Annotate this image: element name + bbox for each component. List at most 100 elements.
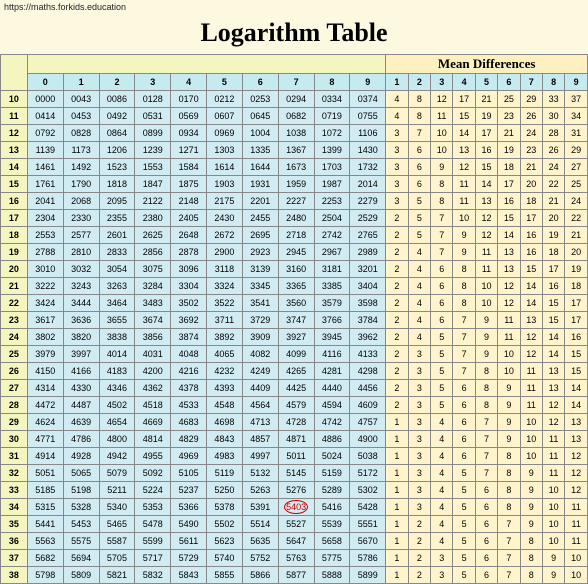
log-value: 3979 bbox=[27, 346, 63, 363]
diff-value: 9 bbox=[498, 431, 520, 448]
corner-cell bbox=[1, 55, 28, 91]
log-value: 5119 bbox=[207, 465, 243, 482]
log-value: 4031 bbox=[135, 346, 171, 363]
diff-col-header: 6 bbox=[498, 74, 520, 91]
log-value: 3464 bbox=[99, 295, 135, 312]
row-number: 32 bbox=[1, 465, 28, 482]
diff-value: 15 bbox=[520, 261, 542, 278]
diff-value: 10 bbox=[520, 448, 542, 465]
diff-value: 21 bbox=[542, 193, 564, 210]
log-value: 2923 bbox=[242, 244, 278, 261]
log-value: 1847 bbox=[135, 176, 171, 193]
log-value: 3820 bbox=[63, 329, 99, 346]
log-value: 1072 bbox=[314, 125, 350, 142]
diff-value: 4 bbox=[431, 516, 453, 533]
diff-value: 5 bbox=[431, 329, 453, 346]
log-value: 3522 bbox=[207, 295, 243, 312]
log-value: 5729 bbox=[171, 550, 207, 567]
log-value: 3096 bbox=[171, 261, 207, 278]
diff-value: 16 bbox=[542, 278, 564, 295]
log-value: 0492 bbox=[99, 108, 135, 125]
diff-value: 1 bbox=[386, 516, 408, 533]
log-value: 2041 bbox=[27, 193, 63, 210]
diff-value: 13 bbox=[453, 142, 475, 159]
log-value: 0086 bbox=[99, 91, 135, 108]
diff-value: 3 bbox=[386, 125, 408, 142]
table-row: 1207920828086408990934096910041038107211… bbox=[1, 125, 588, 142]
table-row: 3655635575558755995611562356355647565856… bbox=[1, 533, 588, 550]
diff-value: 10 bbox=[565, 550, 588, 567]
log-value: 3655 bbox=[99, 312, 135, 329]
log-value: 2788 bbox=[27, 244, 63, 261]
diff-value: 14 bbox=[520, 278, 542, 295]
diff-value: 19 bbox=[498, 142, 520, 159]
log-value: 2122 bbox=[135, 193, 171, 210]
diff-value: 4 bbox=[408, 244, 430, 261]
diff-value: 6 bbox=[475, 550, 497, 567]
log-value: 0414 bbox=[27, 108, 63, 125]
log-value: 5159 bbox=[314, 465, 350, 482]
main-col-header: 8 bbox=[314, 74, 350, 91]
log-value: 4857 bbox=[242, 431, 278, 448]
diff-value: 9 bbox=[475, 312, 497, 329]
diff-value: 10 bbox=[542, 499, 564, 516]
diff-value: 3 bbox=[431, 567, 453, 584]
diff-value: 2 bbox=[408, 567, 430, 584]
diff-value: 6 bbox=[475, 482, 497, 499]
log-value: 1553 bbox=[135, 159, 171, 176]
main-col-header: 6 bbox=[242, 74, 278, 91]
log-value: 4014 bbox=[99, 346, 135, 363]
diff-value: 4 bbox=[431, 431, 453, 448]
log-value: 5105 bbox=[171, 465, 207, 482]
log-value: 4166 bbox=[63, 363, 99, 380]
diff-value: 4 bbox=[431, 499, 453, 516]
table-row: 2030103032305430753096311831393160318132… bbox=[1, 261, 588, 278]
row-number: 37 bbox=[1, 550, 28, 567]
log-value: 4249 bbox=[242, 363, 278, 380]
diff-value: 17 bbox=[542, 261, 564, 278]
diff-value: 10 bbox=[520, 431, 542, 448]
diff-value: 13 bbox=[475, 193, 497, 210]
diff-value: 5 bbox=[431, 380, 453, 397]
diff-value: 7 bbox=[453, 312, 475, 329]
log-value: 3541 bbox=[242, 295, 278, 312]
log-value: 3304 bbox=[171, 278, 207, 295]
log-value: 5798 bbox=[27, 567, 63, 584]
diff-value: 9 bbox=[498, 380, 520, 397]
diff-value: 11 bbox=[565, 499, 588, 516]
log-value: 1038 bbox=[278, 125, 314, 142]
log-value: 3444 bbox=[63, 295, 99, 312]
table-row: 1927882810283328562878290029232945296729… bbox=[1, 244, 588, 261]
log-value: 3802 bbox=[27, 329, 63, 346]
diff-value: 4 bbox=[431, 482, 453, 499]
log-value: 4099 bbox=[278, 346, 314, 363]
log-value: 2989 bbox=[350, 244, 386, 261]
row-number: 34 bbox=[1, 499, 28, 516]
diff-value: 9 bbox=[453, 244, 475, 261]
diff-value: 6 bbox=[453, 414, 475, 431]
row-number: 14 bbox=[1, 159, 28, 176]
log-value: 5575 bbox=[63, 533, 99, 550]
log-value: 5527 bbox=[278, 516, 314, 533]
diff-value: 3 bbox=[408, 397, 430, 414]
log-value: 2148 bbox=[171, 193, 207, 210]
log-value: 2718 bbox=[278, 227, 314, 244]
log-value: 3222 bbox=[27, 278, 63, 295]
diff-value: 3 bbox=[408, 346, 430, 363]
log-value: 5514 bbox=[242, 516, 278, 533]
log-value: 4928 bbox=[63, 448, 99, 465]
diff-value: 9 bbox=[431, 159, 453, 176]
diff-value: 14 bbox=[498, 227, 520, 244]
main-col-header: 2 bbox=[99, 74, 135, 91]
diff-value: 10 bbox=[520, 414, 542, 431]
log-value: 5539 bbox=[314, 516, 350, 533]
diff-value: 6 bbox=[475, 499, 497, 516]
log-value: 3838 bbox=[99, 329, 135, 346]
diff-value: 19 bbox=[542, 227, 564, 244]
log-value: 2601 bbox=[99, 227, 135, 244]
diff-value: 15 bbox=[453, 108, 475, 125]
diff-value: 15 bbox=[542, 312, 564, 329]
diff-value: 11 bbox=[453, 193, 475, 210]
diff-value: 10 bbox=[475, 278, 497, 295]
diff-value: 10 bbox=[453, 210, 475, 227]
